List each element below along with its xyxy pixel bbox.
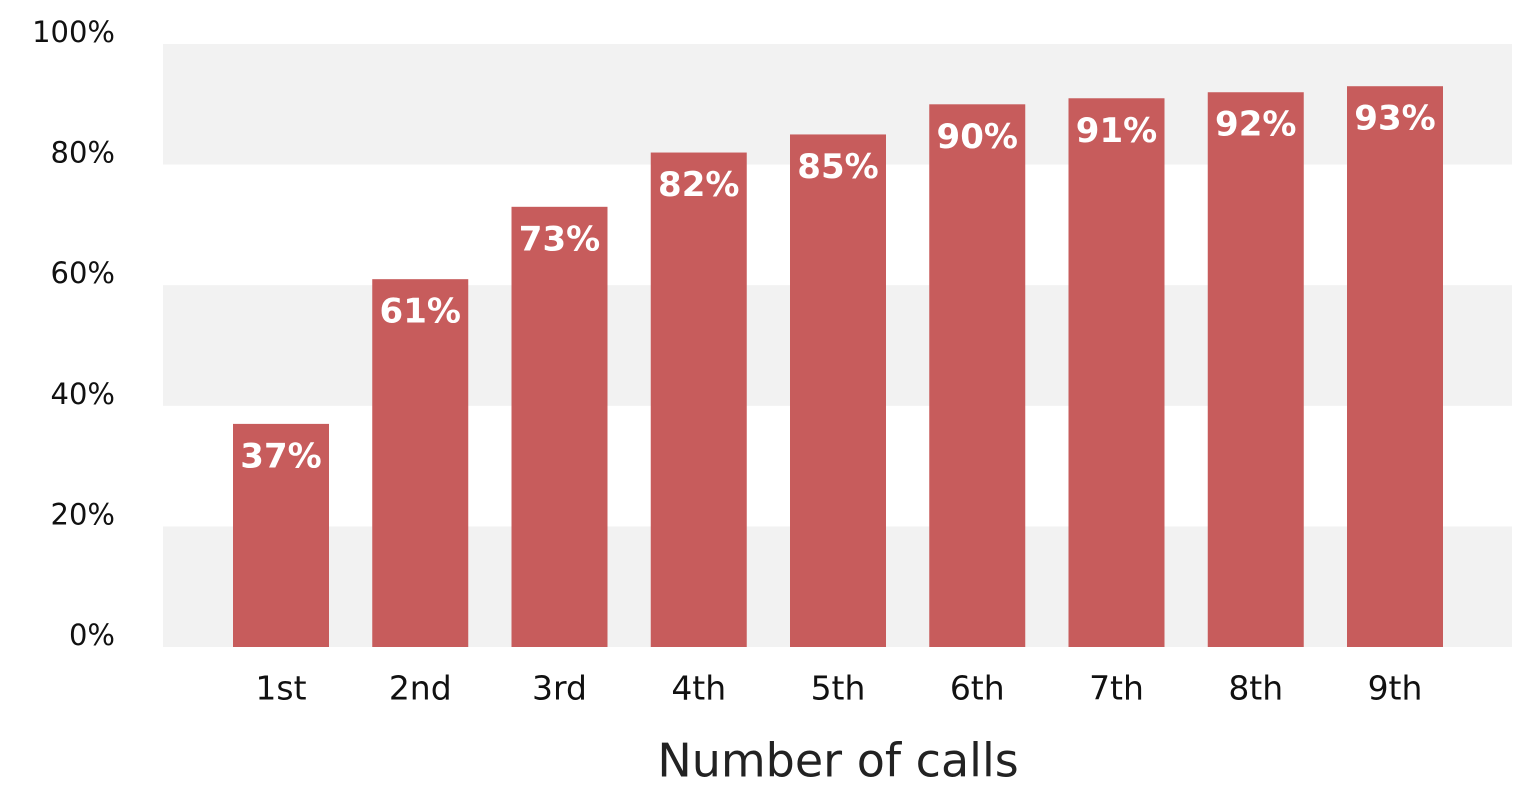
y-tick-label: 0% bbox=[69, 618, 115, 652]
bar bbox=[511, 206, 608, 647]
value-label: 85% bbox=[797, 147, 878, 187]
y-tick-label: 20% bbox=[51, 497, 115, 531]
bar bbox=[929, 104, 1026, 648]
x-tick-label: 2nd bbox=[389, 669, 452, 708]
y-tick-label: 80% bbox=[51, 136, 115, 170]
bar bbox=[1068, 98, 1165, 647]
bar bbox=[1207, 92, 1304, 648]
value-label: 93% bbox=[1354, 99, 1435, 139]
x-axis-title: Number of calls bbox=[657, 734, 1018, 788]
value-label: 37% bbox=[240, 436, 321, 476]
x-tick-label: 1st bbox=[255, 669, 306, 708]
value-label: 61% bbox=[380, 292, 461, 332]
bar bbox=[233, 423, 329, 647]
y-tick-label: 40% bbox=[51, 377, 115, 411]
x-tick-label: 9th bbox=[1368, 669, 1423, 708]
x-tick-label: 8th bbox=[1228, 669, 1283, 708]
value-label: 92% bbox=[1215, 105, 1296, 145]
bar bbox=[372, 279, 469, 647]
value-label: 73% bbox=[519, 219, 600, 259]
x-tick-label: 4th bbox=[671, 669, 726, 708]
bar bbox=[650, 152, 747, 648]
value-label: 90% bbox=[937, 117, 1018, 157]
bar bbox=[1347, 86, 1443, 647]
x-tick-label: 7th bbox=[1089, 669, 1144, 708]
y-tick-label: 100% bbox=[32, 15, 115, 49]
x-tick-label: 5th bbox=[811, 669, 866, 708]
bar bbox=[790, 134, 886, 647]
value-label: 82% bbox=[658, 165, 739, 205]
x-tick-label: 6th bbox=[950, 669, 1005, 708]
x-tick-label: 3rd bbox=[532, 669, 587, 708]
value-label: 91% bbox=[1076, 111, 1157, 151]
y-tick-label: 60% bbox=[51, 256, 115, 290]
